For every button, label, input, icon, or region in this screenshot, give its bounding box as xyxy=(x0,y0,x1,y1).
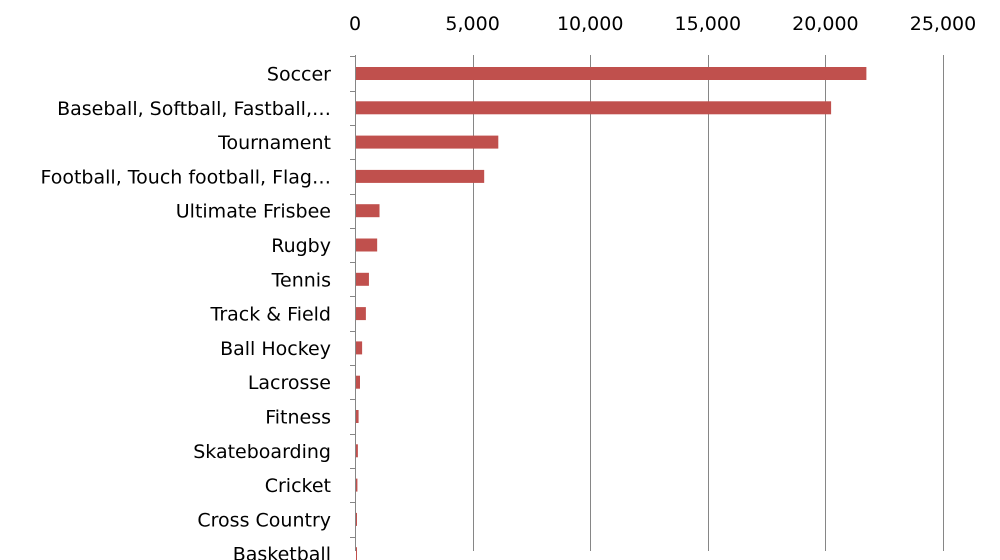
bars xyxy=(356,67,867,560)
bar xyxy=(356,272,369,286)
x-tick-label: 15,000 xyxy=(675,13,741,35)
bar xyxy=(356,478,358,492)
category-label: Cross Country xyxy=(197,509,331,531)
gridlines xyxy=(350,55,944,551)
category-label: Track & Field xyxy=(210,304,331,326)
bar xyxy=(356,410,359,423)
bar xyxy=(356,307,366,321)
bar xyxy=(356,375,360,389)
category-label: Rugby xyxy=(271,235,331,257)
category-label: Lacrosse xyxy=(248,372,331,394)
category-label: Tennis xyxy=(271,269,331,291)
category-label: Ball Hockey xyxy=(220,338,331,360)
x-tick-label: 10,000 xyxy=(557,13,623,35)
x-tick-label: 5,000 xyxy=(445,13,499,35)
category-label: Soccer xyxy=(267,64,331,86)
category-label: Tournament xyxy=(217,132,331,154)
x-tick-label: 25,000 xyxy=(910,13,976,35)
bar xyxy=(356,101,832,115)
bar xyxy=(356,341,363,355)
x-tick-label: 20,000 xyxy=(792,13,858,35)
category-label: Football, Touch football, Flag… xyxy=(40,166,331,188)
bar xyxy=(356,238,378,252)
category-label: Skateboarding xyxy=(193,441,331,463)
category-label: Ultimate Frisbee xyxy=(176,201,331,223)
bar xyxy=(356,204,380,218)
category-label: Fitness xyxy=(265,407,331,429)
category-labels: Soccer Baseball, Softball, Fastball,… Tour… xyxy=(40,64,331,560)
category-label: Baseball, Softball, Fastball,… xyxy=(57,98,331,120)
category-label: Basketball xyxy=(233,544,331,560)
bar xyxy=(356,547,357,560)
bar xyxy=(356,512,357,526)
bar xyxy=(356,67,867,80)
bar xyxy=(356,444,358,458)
x-tick-label: 0 xyxy=(349,13,361,35)
bar xyxy=(356,169,485,183)
bar xyxy=(356,135,499,149)
x-axis-tick-labels: 0 5,000 10,000 15,000 20,000 25,000 xyxy=(349,13,976,35)
category-label: Cricket xyxy=(265,475,331,497)
